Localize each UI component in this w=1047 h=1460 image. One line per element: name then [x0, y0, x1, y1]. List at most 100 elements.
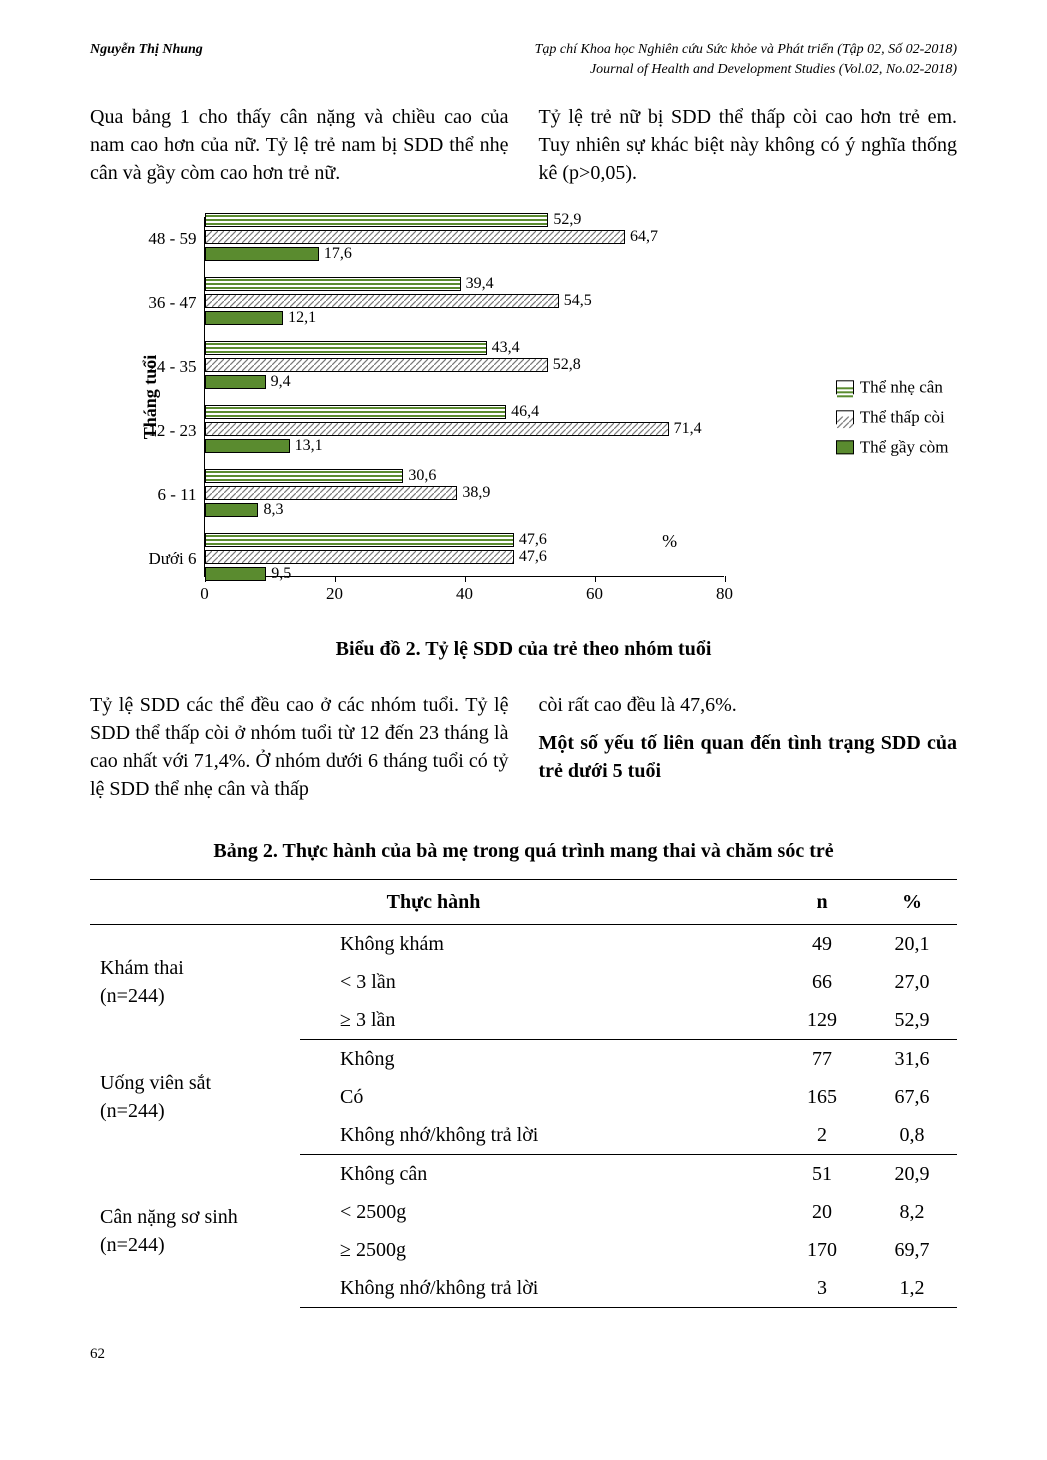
para1-left: Qua bảng 1 cho thấy cân nặng và chiều ca… [90, 103, 509, 187]
table-item: < 2500g [300, 1193, 777, 1231]
legend-swatch [836, 440, 854, 454]
table-row: Cân nặng sơ sinh(n=244)Không cân5120,9 [90, 1155, 957, 1194]
table-group-label: Khám thai(n=244) [90, 925, 300, 1040]
table-n: 77 [777, 1040, 867, 1079]
chart-bar-value: 46,4 [511, 401, 539, 423]
table-item: Có [300, 1078, 777, 1116]
table-item: Không nhớ/không trả lời [300, 1116, 777, 1155]
chart-plot: Tháng tuổi02040608048 - 5952,964,717,636… [204, 217, 724, 577]
table-row: Uống viên sắt(n=244)Không7731,6 [90, 1040, 957, 1079]
legend-swatch [836, 380, 854, 394]
table-item: Không [300, 1040, 777, 1079]
paragraph-1: Qua bảng 1 cho thấy cân nặng và chiều ca… [90, 103, 957, 187]
chart-bar: 39,4 [205, 277, 461, 291]
chart-category-label: 6 - 11 [157, 483, 204, 507]
table-pct: 0,8 [867, 1116, 957, 1155]
chart-bar: 46,4 [205, 405, 507, 419]
chart-category-label: 48 - 59 [148, 227, 204, 251]
table-item: ≥ 2500g [300, 1231, 777, 1269]
chart-bar: 17,6 [205, 247, 319, 261]
th-n: n [777, 880, 867, 925]
legend-item: Thể thấp còi [836, 405, 949, 429]
table-pct: 20,9 [867, 1155, 957, 1194]
chart-bar: 47,6 [205, 550, 514, 564]
table-n: 3 [777, 1269, 867, 1308]
para2-left: Tỷ lệ SDD các thể đều cao ở các nhóm tuổ… [90, 691, 509, 803]
para2-right-a: còi rất cao đều là 47,6%. [539, 691, 958, 719]
chart-category-label: 12 - 23 [148, 419, 204, 443]
chart-category-label: 24 - 35 [148, 355, 204, 379]
chart-bar: 71,4 [205, 422, 669, 436]
table-item: Không nhớ/không trả lời [300, 1269, 777, 1308]
table-item: ≥ 3 lần [300, 1001, 777, 1040]
chart-bar: 47,6 [205, 533, 514, 547]
chart-bar-value: 12,1 [288, 307, 316, 329]
chart-bar-value: 17,6 [324, 243, 352, 265]
legend-label: Thể thấp còi [860, 405, 945, 429]
legend-label: Thể gầy còm [860, 435, 949, 459]
table-n: 129 [777, 1001, 867, 1040]
table-n: 165 [777, 1078, 867, 1116]
chart-bar: 13,1 [205, 439, 290, 453]
chart-bar: 52,8 [205, 358, 548, 372]
page-header: Nguyễn Thị Nhung Tạp chí Khoa học Nghiên… [90, 40, 957, 79]
table-n: 20 [777, 1193, 867, 1231]
header-author: Nguyễn Thị Nhung [90, 40, 203, 60]
chart-legend: Thể nhẹ cân Thể thấp còi Thể gầy còm [836, 369, 949, 464]
table-pct: 1,2 [867, 1269, 957, 1308]
legend-item: Thể nhẹ cân [836, 375, 949, 399]
table-n: 170 [777, 1231, 867, 1269]
chart-bar-value: 9,4 [271, 371, 291, 393]
table-pct: 67,6 [867, 1078, 957, 1116]
paragraph-2: Tỷ lệ SDD các thể đều cao ở các nhóm tuổ… [90, 691, 957, 803]
chart-bar-value: 9,5 [271, 563, 291, 585]
table-item: Không cân [300, 1155, 777, 1194]
chart-bar: 54,5 [205, 294, 559, 308]
chart-2-container: Tháng tuổi02040608048 - 5952,964,717,636… [90, 217, 957, 617]
chart-bar-value: 71,4 [674, 418, 702, 440]
table-pct: 8,2 [867, 1193, 957, 1231]
chart-category-label: Dưới 6 [149, 547, 205, 571]
chart-bar-value: 54,5 [564, 290, 592, 312]
x-tick-label: 20 [326, 582, 343, 606]
chart-bar-value: 38,9 [462, 482, 490, 504]
x-tick-label: 60 [586, 582, 603, 606]
table-pct: 69,7 [867, 1231, 957, 1269]
table-pct: 52,9 [867, 1001, 957, 1040]
legend-swatch [836, 410, 854, 424]
table-group-label: Cân nặng sơ sinh(n=244) [90, 1155, 300, 1308]
table-2-title: Bảng 2. Thực hành của bà mẹ trong quá tr… [90, 837, 957, 865]
chart-bar-value: 8,3 [263, 499, 283, 521]
table-item: < 3 lần [300, 963, 777, 1001]
table-pct: 31,6 [867, 1040, 957, 1079]
table-n: 49 [777, 925, 867, 964]
legend-item: Thể gầy còm [836, 435, 949, 459]
chart-bar: 52,9 [205, 213, 549, 227]
chart-bar: 12,1 [205, 311, 284, 325]
table-n: 2 [777, 1116, 867, 1155]
th-pct: % [867, 880, 957, 925]
chart-bar-value: 47,6 [519, 546, 547, 568]
chart-bar-value: 52,9 [553, 209, 581, 231]
section-heading-factors: Một số yếu tố liên quan đến tình trạng S… [539, 729, 958, 785]
chart-bar-value: 13,1 [295, 435, 323, 457]
table-group-label: Uống viên sắt(n=244) [90, 1040, 300, 1155]
chart-bar: 30,6 [205, 469, 404, 483]
x-tick-label: 40 [456, 582, 473, 606]
chart-bar-value: 43,4 [492, 337, 520, 359]
para1-right: Tỷ lệ trẻ nữ bị SDD thể thấp còi cao hơn… [539, 103, 958, 187]
chart-bar-value: 30,6 [408, 465, 436, 487]
chart-bar: 38,9 [205, 486, 458, 500]
table-pct: 20,1 [867, 925, 957, 964]
chart-bar-value: 64,7 [630, 226, 658, 248]
header-journal: Tạp chí Khoa học Nghiên cứu Sức khỏe và … [535, 40, 957, 79]
chart-category-label: 36 - 47 [148, 291, 204, 315]
header-journal-vi: Tạp chí Khoa học Nghiên cứu Sức khỏe và … [535, 40, 957, 60]
chart-bar: 8,3 [205, 503, 259, 517]
chart-bar-value: 52,8 [553, 354, 581, 376]
legend-label: Thể nhẹ cân [860, 375, 943, 399]
table-row: Khám thai(n=244)Không khám4920,1 [90, 925, 957, 964]
table-n: 66 [777, 963, 867, 1001]
chart-2-caption: Biểu đồ 2. Tỷ lệ SDD của trẻ theo nhóm t… [90, 635, 957, 663]
chart-bar: 9,5 [205, 567, 267, 581]
